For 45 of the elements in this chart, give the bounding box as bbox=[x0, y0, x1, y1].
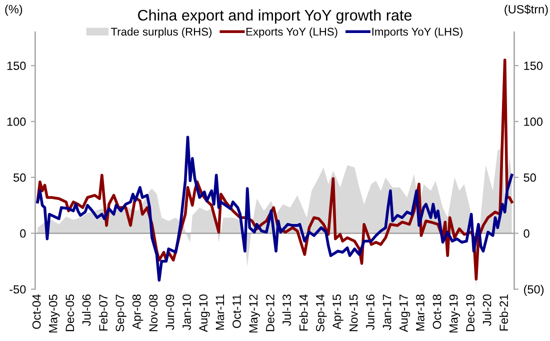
x-tick-label: Sep-07 bbox=[116, 294, 126, 332]
legend-label: Trade surplus (RHS) bbox=[110, 28, 212, 38]
x-tick-label: Jul-06 bbox=[82, 294, 91, 326]
x-tick-label: Dec-05 bbox=[66, 294, 74, 332]
y2-tick-label: 0 bbox=[524, 229, 530, 238]
x-tick-label: Aug-17 bbox=[400, 294, 410, 332]
y2-tick-label: 50 bbox=[524, 173, 536, 182]
x-tick-label: May-19 bbox=[449, 294, 460, 332]
y-tick-label: 150 bbox=[7, 62, 26, 70]
x-tick-label: Dec-12 bbox=[266, 294, 274, 332]
x-tick-label: Nov-08 bbox=[149, 294, 158, 332]
x-tick-label: Jul-13 bbox=[282, 294, 291, 326]
x-tick-label: Feb-14 bbox=[299, 294, 308, 330]
x-tick-label: Oct-11 bbox=[232, 294, 241, 328]
y-tick-label: 0 bbox=[20, 229, 26, 238]
x-tick-label: Jul-20 bbox=[482, 294, 492, 326]
x-tick-label: Oct-04 bbox=[32, 294, 41, 329]
x-tick-label: Jan-17 bbox=[382, 294, 392, 330]
y2-axis-title: (US$trn) bbox=[504, 4, 548, 16]
y-tick-label: 100 bbox=[7, 118, 26, 126]
x-tick-label: Jan-10 bbox=[182, 294, 191, 330]
x-tick-label: May-05 bbox=[48, 294, 60, 332]
x-tick-label: Aug-10 bbox=[199, 294, 210, 332]
x-tick-label: Dec-19 bbox=[466, 294, 475, 332]
y2-tick-label: 150 bbox=[524, 62, 543, 70]
y2-tick-label: 100 bbox=[524, 118, 543, 126]
x-tick-label: Sep-14 bbox=[316, 294, 327, 332]
x-tick-label: Jun-16 bbox=[366, 294, 374, 330]
x-tick-label: Jun-09 bbox=[166, 294, 174, 330]
y-tick-label: 50 bbox=[14, 173, 26, 182]
x-tick-label: Nov-15 bbox=[350, 294, 358, 332]
y2-tick-label: (50) bbox=[524, 284, 544, 296]
x-tick-label: Apr-15 bbox=[332, 294, 344, 330]
x-tick-label: Mar-11 bbox=[216, 294, 224, 330]
x-tick-label: May-12 bbox=[249, 294, 260, 332]
x-tick-label: Oct-18 bbox=[432, 294, 442, 329]
y-axis-title: (%) bbox=[5, 4, 22, 16]
legend-label: Imports YoY (LHS) bbox=[372, 28, 462, 38]
x-tick-label: Feb-21 bbox=[499, 294, 508, 330]
x-tick-label: Feb-07 bbox=[98, 294, 108, 330]
legend-label: Exports YoY (LHS) bbox=[246, 28, 338, 38]
chart-title: China export and import YoY growth rate bbox=[138, 9, 412, 24]
x-tick-label: Mar-18 bbox=[416, 294, 424, 330]
y-tick-label: -50 bbox=[10, 285, 26, 294]
x-tick-label: Apr-08 bbox=[132, 294, 144, 330]
